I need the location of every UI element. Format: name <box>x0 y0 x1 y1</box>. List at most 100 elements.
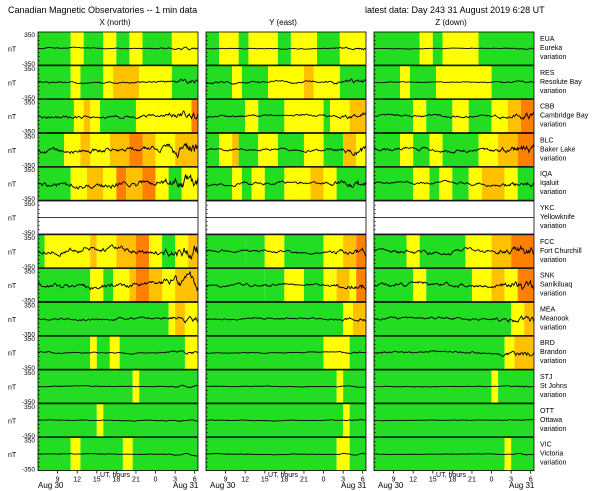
series-line-res-z <box>373 80 535 84</box>
activity-band <box>90 99 101 133</box>
x-tick-label: 3 <box>509 477 513 484</box>
station-name-eua: Eureka <box>540 45 562 52</box>
y-tick-label: 350 <box>24 66 35 73</box>
x-axis-x: 9 12 15 18 21 0 3 6 <box>56 470 197 484</box>
x-tick-label: 18 <box>280 477 288 484</box>
activity-band <box>175 302 185 336</box>
station-code-brd: BRD <box>540 340 555 347</box>
station-code-iqa: IQA <box>540 171 552 178</box>
series-line-eua-z <box>373 47 535 50</box>
unit-label-nt: nT <box>8 385 17 392</box>
activity-band <box>38 133 65 167</box>
x-axes-layer: 9 12 15 18 21 0 3 6 9 12 15 18 21 0 3 6 9 12 15 18 21 0 3 6 <box>56 470 533 484</box>
series-line-cbb-x <box>37 110 199 120</box>
unit-label-nt: nT <box>8 182 17 189</box>
station-row-stj: nT 350 -350 <box>8 369 535 406</box>
activity-band <box>245 234 265 268</box>
station-row-brd: nT 350 -350 <box>8 335 535 372</box>
activity-band <box>349 268 357 302</box>
panel-mea-z <box>373 301 535 336</box>
activity-band <box>352 302 366 336</box>
x-tick-label: 12 <box>409 477 417 484</box>
activity-band <box>429 133 443 167</box>
series-line-snk-y <box>205 282 367 291</box>
activity-band <box>511 302 525 336</box>
activity-band <box>155 167 169 201</box>
y-tick-label: -350 <box>22 433 35 440</box>
panel-blc-y <box>205 132 367 167</box>
station-row-cbb: nT 350 -350 <box>8 99 535 136</box>
panel-blc-z <box>373 132 535 167</box>
series-line-stj-y <box>205 385 367 389</box>
station-name-stj: St Johns <box>540 383 568 390</box>
y-tick-label: 350 <box>24 269 35 276</box>
station-labels-layer: EUA Eureka variation RES Resolute Bay variati… <box>540 36 589 467</box>
activity-band <box>330 99 350 133</box>
activity-band <box>70 32 84 65</box>
activity-band <box>356 234 366 268</box>
y-tick-label: -350 <box>22 162 35 169</box>
panel-fcc-z <box>373 234 535 269</box>
unit-label-nt: nT <box>8 249 17 256</box>
series-line-fcc-x <box>37 244 199 260</box>
activity-band <box>498 133 518 167</box>
station-note: variation <box>540 257 567 264</box>
latest-data-label: latest data: Day 243 31 August 2019 6:28… <box>365 5 545 15</box>
y-tick-label: -350 <box>22 298 35 305</box>
activity-band <box>471 268 492 302</box>
series-line-snk-z <box>373 279 535 291</box>
activity-band <box>303 65 314 99</box>
series-line-mea-x <box>37 315 199 324</box>
activity-band <box>38 99 74 133</box>
station-note: variation <box>540 122 567 129</box>
activity-band <box>323 99 331 133</box>
station-name-cbb: Cambridge Bay <box>540 113 589 120</box>
x-tick-label: 0 <box>490 477 494 484</box>
activity-band <box>277 133 304 167</box>
station-code-eua: EUA <box>540 36 555 43</box>
activity-band <box>426 99 453 133</box>
y-tick-label: 350 <box>24 336 35 343</box>
x-axis-y: 9 12 15 18 21 0 3 6 <box>224 470 365 484</box>
activity-band <box>294 167 311 201</box>
panel-blc-x <box>37 132 199 167</box>
chart-title: Canadian Magnetic Observatories -- 1 min… <box>8 5 197 15</box>
x-tick-label: 6 <box>529 477 533 484</box>
x-tick-label: 21 <box>300 477 308 484</box>
activity-band <box>336 437 350 471</box>
activity-band <box>96 234 117 268</box>
column-title-z: Z (down) <box>435 18 467 27</box>
station-row-fcc: nT 350 -350 <box>8 234 535 271</box>
y-tick-label: 350 <box>24 302 35 309</box>
panel-iqa-z <box>373 166 535 201</box>
series-line-mea-z <box>373 315 535 323</box>
y-tick-label: 350 <box>24 404 35 411</box>
station-note: variation <box>540 291 567 298</box>
panel-cbb-y <box>205 99 367 133</box>
activity-band <box>38 268 91 302</box>
series-line-iqa-z <box>373 179 535 188</box>
station-name-fcc: Fort Churchill <box>540 248 582 255</box>
x-axis-label-x: UT, hours <box>100 472 130 479</box>
panel-vic-y <box>205 437 367 472</box>
activity-band <box>135 268 150 302</box>
panel-vic-x <box>37 437 199 472</box>
panel-eua-z <box>373 31 535 66</box>
panel-iqa-y <box>205 166 367 201</box>
activity-band <box>175 268 198 302</box>
activity-band <box>468 99 492 133</box>
activity-band <box>491 99 508 133</box>
activity-band <box>303 268 324 302</box>
panel-mea-x <box>37 301 199 336</box>
activity-band <box>241 167 252 201</box>
series-line-brd-y <box>205 350 367 355</box>
panel-cbb-x <box>37 99 199 133</box>
unit-label-nt: nT <box>8 418 17 425</box>
station-row-snk: nT 350 -350 <box>8 268 535 305</box>
column-title-x: X (north) <box>99 18 130 27</box>
activity-band <box>406 234 420 268</box>
y-tick-label: -350 <box>22 365 35 372</box>
series-line-snk-x <box>37 271 199 291</box>
series-line-fcc-z <box>373 244 535 256</box>
